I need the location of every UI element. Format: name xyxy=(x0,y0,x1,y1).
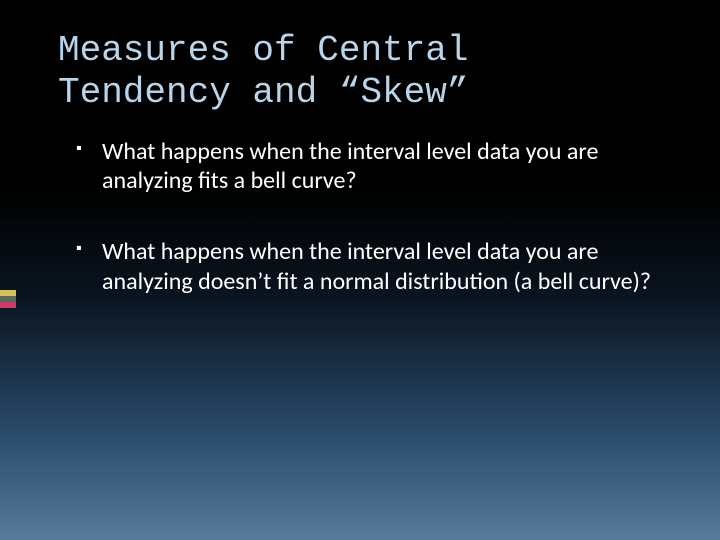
slide-container: Measures of Central Tendency and “Skew” … xyxy=(0,0,720,540)
slide-title: Measures of Central Tendency and “Skew” xyxy=(58,30,662,115)
accent-tab xyxy=(0,302,16,308)
accent-tabs xyxy=(0,290,16,308)
bullet-list: What happens when the interval level dat… xyxy=(58,137,662,296)
bullet-item: What happens when the interval level dat… xyxy=(76,237,662,296)
bullet-item: What happens when the interval level dat… xyxy=(76,137,662,196)
